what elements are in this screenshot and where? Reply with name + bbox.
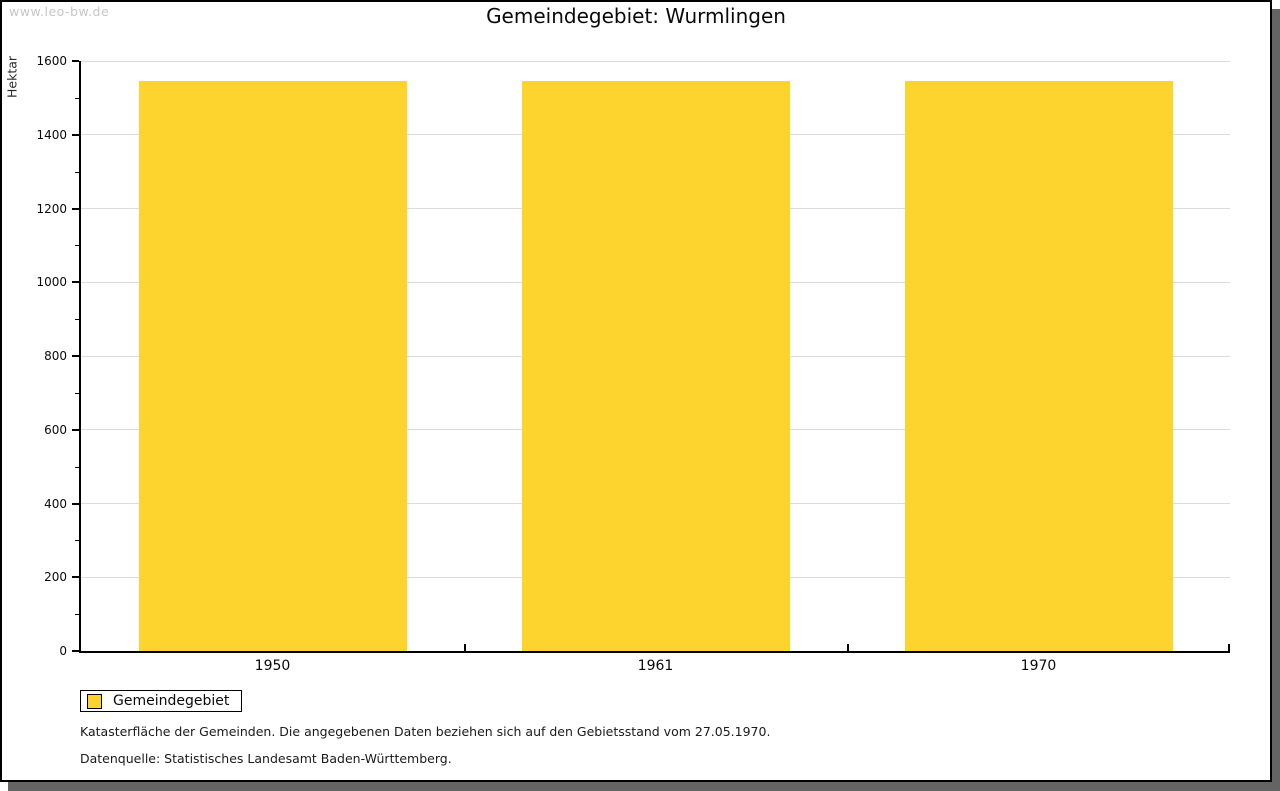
legend: Gemeindegebiet xyxy=(80,690,243,712)
y-tick xyxy=(72,207,79,210)
y-tick-minor xyxy=(75,319,79,321)
y-tick xyxy=(72,428,79,431)
x-tick-label: 1961 xyxy=(637,658,674,674)
bar xyxy=(139,81,407,651)
y-tick-label: 1400 xyxy=(36,127,67,142)
y-tick-minor xyxy=(75,466,79,468)
x-tick xyxy=(1228,644,1230,651)
y-tick-minor xyxy=(75,97,79,99)
bar xyxy=(905,81,1173,651)
bar xyxy=(522,81,790,651)
y-tick xyxy=(72,576,79,579)
x-tick-label: 1970 xyxy=(1020,658,1057,674)
x-tick xyxy=(464,644,466,651)
y-tick-minor xyxy=(75,171,79,173)
y-tick-label: 0 xyxy=(59,644,67,658)
y-tick-minor xyxy=(75,245,79,247)
legend-label: Gemeindegebiet xyxy=(113,693,230,709)
y-tick xyxy=(72,650,79,652)
y-tick xyxy=(72,60,79,62)
y-tick-minor xyxy=(75,614,79,616)
watermark: www.leo-bw.de xyxy=(9,4,110,19)
y-tick-label: 1200 xyxy=(36,201,67,216)
x-tick-label: 1950 xyxy=(254,658,291,674)
footnote-data-source: Datenquelle: Statistisches Landesamt Bad… xyxy=(80,751,452,766)
legend-swatch xyxy=(87,693,102,709)
y-tick-label: 800 xyxy=(44,349,67,363)
y-tick-minor xyxy=(75,540,79,542)
y-tick-label: 400 xyxy=(44,496,67,511)
footnote-source-note: Katasterfläche der Gemeinden. Die angege… xyxy=(80,724,771,739)
y-tick xyxy=(72,502,79,505)
y-tick xyxy=(72,133,79,136)
x-tick xyxy=(847,644,849,651)
y-tick-label: 1600 xyxy=(36,54,67,68)
y-tick-label: 1000 xyxy=(36,275,67,290)
y-tick-minor xyxy=(75,392,79,394)
y-tick xyxy=(72,355,79,357)
y-tick-label: 600 xyxy=(44,422,67,437)
chart-title: Gemeindegebiet: Wurmlingen xyxy=(486,4,786,28)
y-tick xyxy=(72,281,79,284)
gridline xyxy=(81,60,1230,62)
y-tick-label: 200 xyxy=(44,570,67,585)
plot-area: 1950 1961 1970 0 200 400 600 800 1000 1200 1400 160… xyxy=(36,54,1230,674)
